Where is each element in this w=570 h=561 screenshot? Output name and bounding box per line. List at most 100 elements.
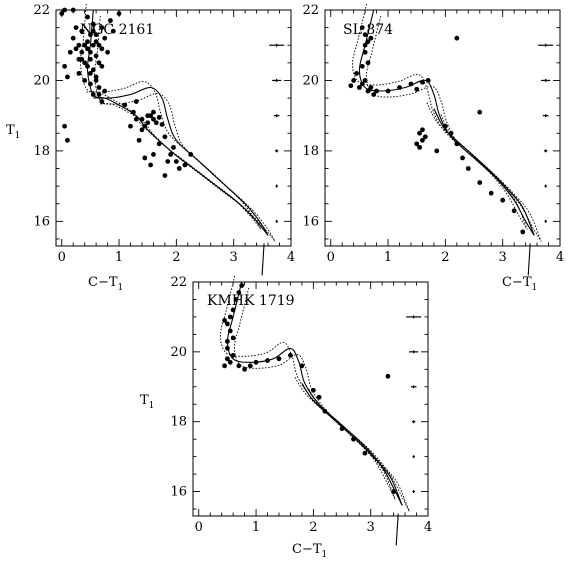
- isochrone-envelope: [440, 114, 542, 242]
- star-point: [62, 63, 67, 69]
- x-tick-label: 1: [252, 520, 260, 535]
- star-point: [93, 78, 99, 83]
- plot-frame: [55, 9, 292, 247]
- star-point: [87, 81, 93, 87]
- star-point: [454, 141, 460, 147]
- x-tick-label: 0: [58, 250, 66, 265]
- star-point: [168, 152, 174, 157]
- isochrone-envelope: [426, 102, 528, 230]
- star-point: [253, 359, 259, 365]
- isochrone-line: [301, 382, 403, 506]
- star-point: [99, 99, 105, 104]
- x-tick-label: 4: [287, 250, 295, 265]
- star-point: [73, 46, 79, 52]
- star-point: [368, 85, 374, 90]
- x-tick-label: 2: [441, 250, 449, 265]
- y-tick-label: 22: [33, 3, 50, 18]
- star-point: [99, 63, 105, 69]
- isochrone-line: [395, 513, 399, 546]
- x-tick-label: 0: [327, 250, 335, 265]
- star-point: [70, 35, 76, 41]
- star-point: [224, 338, 230, 344]
- isochrone-line: [86, 9, 269, 236]
- x-tick-label: 1: [384, 250, 392, 265]
- star-point: [224, 321, 230, 327]
- star-point: [414, 86, 420, 92]
- isochrone-envelope: [219, 275, 396, 500]
- star-point: [385, 373, 391, 379]
- star-point: [224, 356, 230, 362]
- star-point: [434, 148, 440, 154]
- star-point: [85, 63, 90, 69]
- star-point: [76, 56, 82, 62]
- star-point: [90, 92, 96, 97]
- isochrone-line: [358, 9, 535, 236]
- star-point: [130, 109, 136, 115]
- y-tick-label: 22: [170, 275, 187, 290]
- star-point: [90, 21, 96, 27]
- star-point: [391, 489, 397, 494]
- star-point: [454, 35, 460, 41]
- star-point: [359, 25, 365, 31]
- y-tick-label: 20: [302, 73, 319, 88]
- star-point: [159, 122, 165, 127]
- y-tick-label: 16: [33, 214, 50, 229]
- star-point: [242, 366, 247, 372]
- star-point: [188, 152, 194, 157]
- star-point: [227, 328, 233, 334]
- star-point: [82, 42, 88, 48]
- star-point: [105, 49, 110, 55]
- isochrone-envelope: [351, 3, 528, 230]
- star-point: [465, 166, 471, 171]
- star-point: [460, 155, 465, 161]
- star-point: [96, 85, 102, 90]
- x-tick-label: 3: [499, 250, 507, 265]
- star-point: [93, 39, 99, 45]
- star-point: [151, 116, 156, 122]
- star-point: [153, 120, 159, 126]
- star-point: [182, 162, 188, 168]
- star-point: [79, 49, 85, 55]
- star-point: [511, 208, 517, 214]
- star-point: [139, 116, 145, 122]
- star-point: [156, 115, 162, 120]
- x-tick-label: 3: [230, 250, 238, 265]
- x-tick-label: 4: [556, 250, 564, 265]
- star-point: [224, 345, 230, 351]
- star-point: [65, 74, 70, 80]
- star-point: [148, 162, 153, 168]
- star-point: [222, 318, 227, 323]
- tick-labels: 0 1 2 3 4 16 18 20 22: [33, 3, 295, 265]
- star-point: [299, 363, 305, 369]
- star-point: [222, 363, 227, 369]
- star-point: [90, 28, 96, 34]
- star-point: [59, 11, 65, 16]
- isochrone-line: [261, 243, 265, 276]
- star-point: [354, 71, 359, 76]
- y-tick-label: 16: [170, 485, 187, 500]
- star-point: [62, 7, 67, 13]
- star-point: [359, 63, 365, 69]
- star-point: [133, 116, 139, 122]
- star-point: [236, 363, 242, 369]
- star-point: [99, 46, 105, 52]
- plot-frame: [324, 9, 561, 247]
- star-point: [520, 229, 526, 235]
- star-point: [176, 166, 182, 171]
- star-point: [351, 436, 356, 442]
- star-point: [85, 14, 90, 20]
- star-point: [408, 81, 414, 87]
- star-point: [151, 109, 156, 115]
- star-point: [417, 130, 422, 136]
- star-point: [96, 92, 102, 97]
- x-tick-label: 4: [424, 520, 432, 535]
- star-point: [82, 60, 88, 66]
- isochrone-envelope: [93, 15, 276, 242]
- star-point: [122, 102, 128, 108]
- isochrone-line: [226, 281, 403, 506]
- star-point: [102, 35, 108, 41]
- star-point: [477, 109, 483, 115]
- star-point: [239, 283, 245, 288]
- star-point: [362, 78, 368, 83]
- star-point: [145, 120, 151, 126]
